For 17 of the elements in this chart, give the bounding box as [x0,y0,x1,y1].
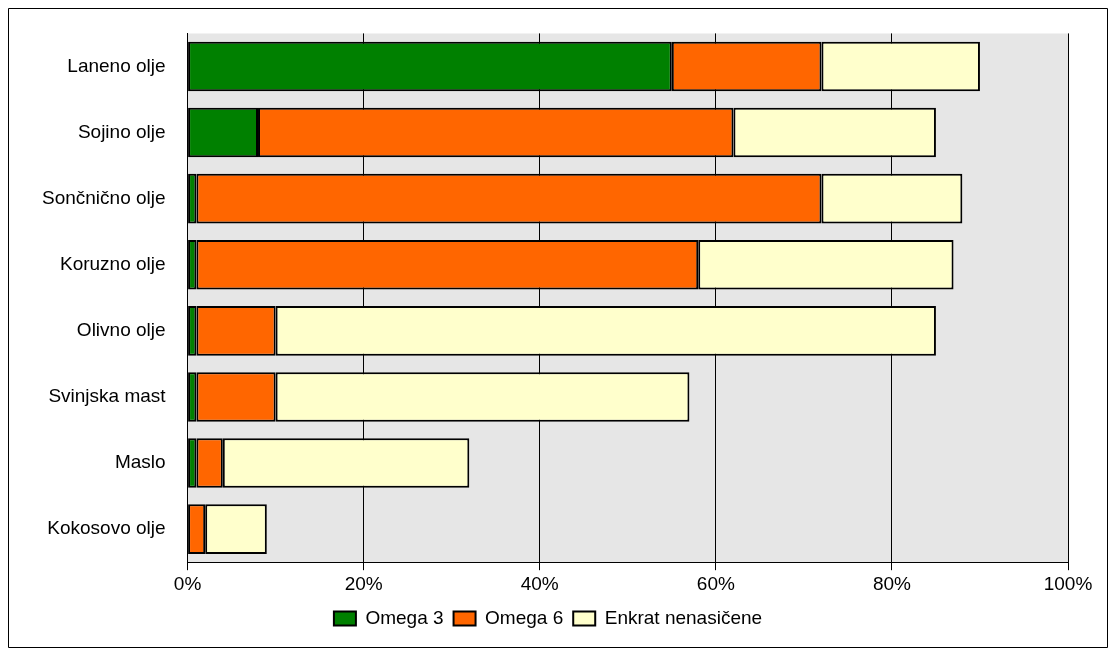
y-tick-label: Svinjska mast [48,385,167,407]
y-tick-label: Laneno olje [67,54,166,76]
y-tick-label: Sojino olje [77,120,166,142]
x-tick-label: 20% [344,572,383,594]
y-tick-label: Koruzno olje [59,252,166,274]
x-tick-label: 60% [696,572,735,594]
x-tick-label: 0% [173,572,202,594]
y-tick-label: Maslo [114,451,166,473]
y-tick-label: Olivno olje [76,319,166,341]
legend-label: Omega 3 [365,606,444,628]
legend-label: Omega 6 [485,606,564,628]
x-tick-label: 100% [1043,572,1093,594]
legend-label: Enkrat nenasičene [604,606,763,628]
y-tick-label: Kokosovo olje [47,517,166,539]
x-tick-label: 80% [872,572,912,594]
y-tick-label: Sončnično olje [41,186,166,208]
x-tick-label: 40% [520,572,559,594]
